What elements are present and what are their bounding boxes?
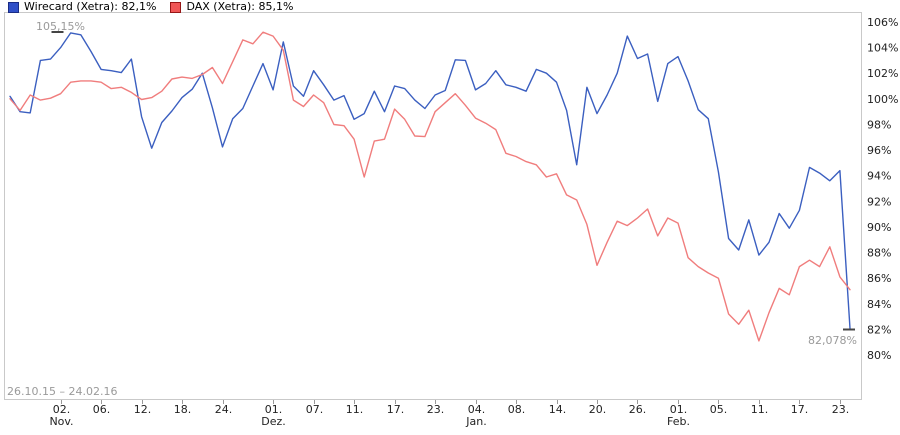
- x-axis-tick-label: 04.: [468, 403, 486, 416]
- y-axis-tick-label: 88%: [867, 247, 891, 260]
- x-axis-month-label: Nov.: [49, 415, 73, 428]
- x-axis-tick-label: 26.: [629, 403, 647, 416]
- chart-plot-area[interactable]: [4, 12, 862, 400]
- chart-legend: Wirecard (Xetra): 82,1% DAX (Xetra): 85,…: [8, 1, 307, 13]
- y-axis-tick-label: 84%: [867, 298, 891, 311]
- y-axis-tick-label: 80%: [867, 349, 891, 362]
- y-axis-tick-label: 100%: [867, 93, 898, 106]
- y-axis-tick-label: 86%: [867, 272, 891, 285]
- x-axis-month-label: Jan.: [465, 415, 486, 428]
- dax-series-swatch-icon: [170, 2, 182, 13]
- x-axis-tick-label: 12.: [134, 403, 152, 416]
- x-axis-tick-label: 17.: [791, 403, 809, 416]
- date-range-label: 26.10.15 – 24.02.16: [7, 385, 118, 398]
- legend-item-dax: DAX (Xetra): 85,1%: [170, 1, 293, 13]
- x-axis-tick-label: 23.: [427, 403, 445, 416]
- x-axis-tick-label: 05.: [710, 403, 728, 416]
- series-line-dax: [9, 31, 851, 342]
- y-axis-tick-label: 90%: [867, 221, 891, 234]
- x-axis-tick-label: 18.: [174, 403, 192, 416]
- x-axis-tick-label: 01.: [670, 403, 688, 416]
- legend-item-wirecard: Wirecard (Xetra): 82,1%: [8, 1, 156, 13]
- x-axis-tick-label: 24.: [215, 403, 233, 416]
- x-axis-tick-label: 01.: [265, 403, 283, 416]
- y-axis-tick-label: 94%: [867, 170, 891, 183]
- y-axis-tick-label: 96%: [867, 144, 891, 157]
- x-axis-tick-label: 02.: [53, 403, 71, 416]
- x-axis-tick-label: 17.: [387, 403, 405, 416]
- x-axis-tick-label: 11.: [346, 403, 364, 416]
- x-axis-month-label: Feb.: [667, 415, 690, 428]
- last-value-annotation: 82,078%: [808, 334, 857, 347]
- y-axis-tick-label: 82%: [867, 323, 891, 336]
- x-axis-tick-label: 20.: [589, 403, 607, 416]
- x-axis-tick-label: 07.: [306, 403, 324, 416]
- high-value-annotation: 105,15%: [36, 20, 85, 33]
- x-axis-tick-label: 08.: [508, 403, 526, 416]
- wirecard-series-swatch-icon: [8, 2, 19, 13]
- y-axis-tick-label: 98%: [867, 118, 891, 131]
- y-axis-tick-label: 106%: [867, 16, 898, 29]
- y-axis-tick-label: 102%: [867, 67, 898, 80]
- x-axis-tick-label: 23.: [832, 403, 850, 416]
- y-axis-tick-label: 104%: [867, 42, 898, 55]
- legend-label-dax: DAX (Xetra): 85,1%: [186, 0, 294, 13]
- x-axis-month-label: Dez.: [261, 415, 286, 428]
- x-axis-tick-label: 14.: [549, 403, 567, 416]
- y-axis-tick-label: 92%: [867, 195, 891, 208]
- x-axis-tick-label: 11.: [751, 403, 769, 416]
- series-line-wirecard: [9, 32, 851, 330]
- legend-label-wirecard: Wirecard (Xetra): 82,1%: [24, 0, 157, 13]
- x-axis-tick-label: 06.: [93, 403, 111, 416]
